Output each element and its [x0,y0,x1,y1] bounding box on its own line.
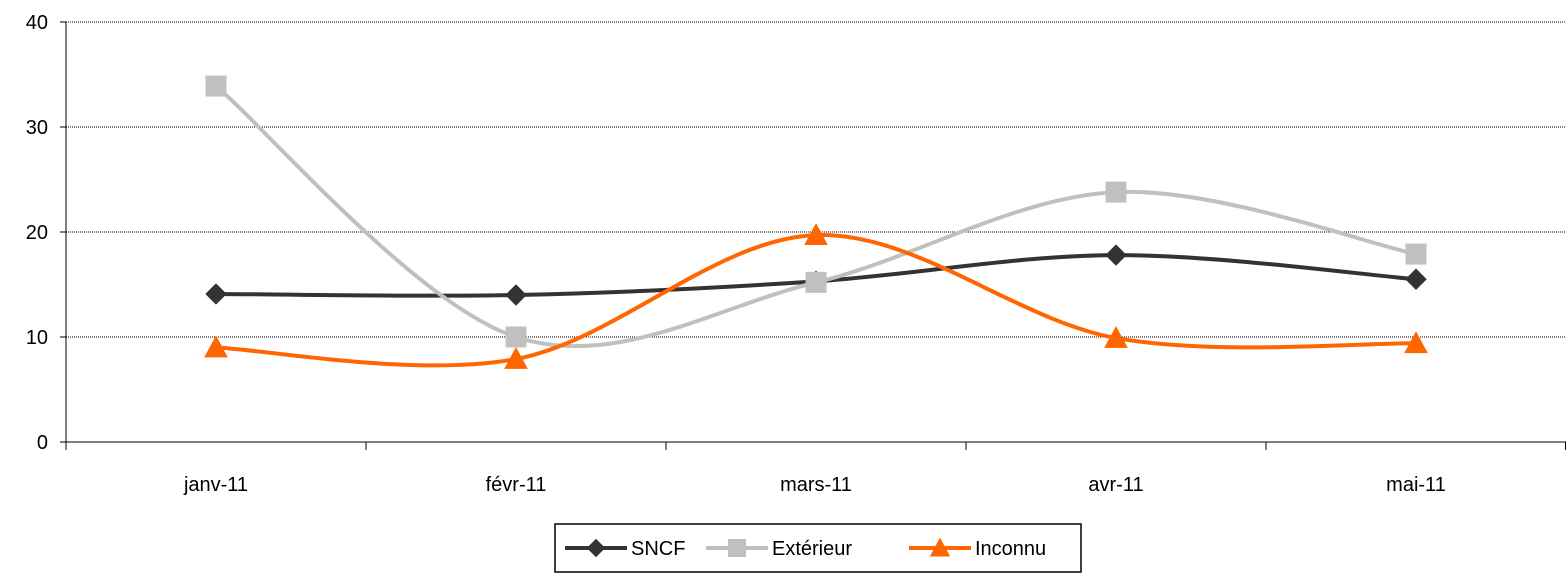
y-tick-label: 30 [26,117,48,139]
data-point-inconnu [1404,331,1428,354]
data-point-inconnu [804,223,828,245]
gridlines [66,21,1566,338]
data-point-sncf [1405,268,1427,290]
y-tick-label: 10 [26,327,48,349]
legend: SNCF Extérieur Inconnu [554,523,1082,573]
data-point-inconnu [1104,325,1128,348]
axes: 0 10 20 30 40 janv-11 févr-11 mars-11 avr-11 mai-… [26,12,1566,496]
legend-marker-sncf [586,538,606,558]
data-point-inconnu [204,335,228,358]
legend-box [554,523,1082,573]
data-point-extérieur [1105,181,1127,203]
series-markers [204,75,1428,369]
data-point-sncf [1105,244,1127,266]
y-tick-label: 40 [26,12,48,34]
y-tick-label: 0 [37,432,48,454]
legend-marker-extérieur [728,539,746,557]
data-point-extérieur [805,271,827,293]
data-point-extérieur [1405,243,1427,265]
data-point-sncf [505,284,527,306]
data-point-inconnu [504,346,528,369]
data-point-extérieur [505,326,527,348]
x-tick-label: mars-11 [780,474,852,496]
series-line-extérieur [214,84,1417,349]
legend-marker-inconnu [929,537,951,557]
x-tick-label: févr-11 [486,474,547,496]
legend-label-sncf: SNCF [631,538,685,560]
legend-label-inconnu: Inconnu [975,538,1046,560]
y-tick-label: 20 [26,222,48,244]
series-line-inconnu [215,233,1417,368]
data-point-extérieur [205,75,227,97]
data-point-sncf [205,283,227,305]
x-tick-label: mai-11 [1386,474,1446,496]
x-tick-label: avr-11 [1088,474,1143,496]
legend-label-extérieur: Extérieur [772,538,852,560]
x-tick-label: janv-11 [183,474,248,496]
